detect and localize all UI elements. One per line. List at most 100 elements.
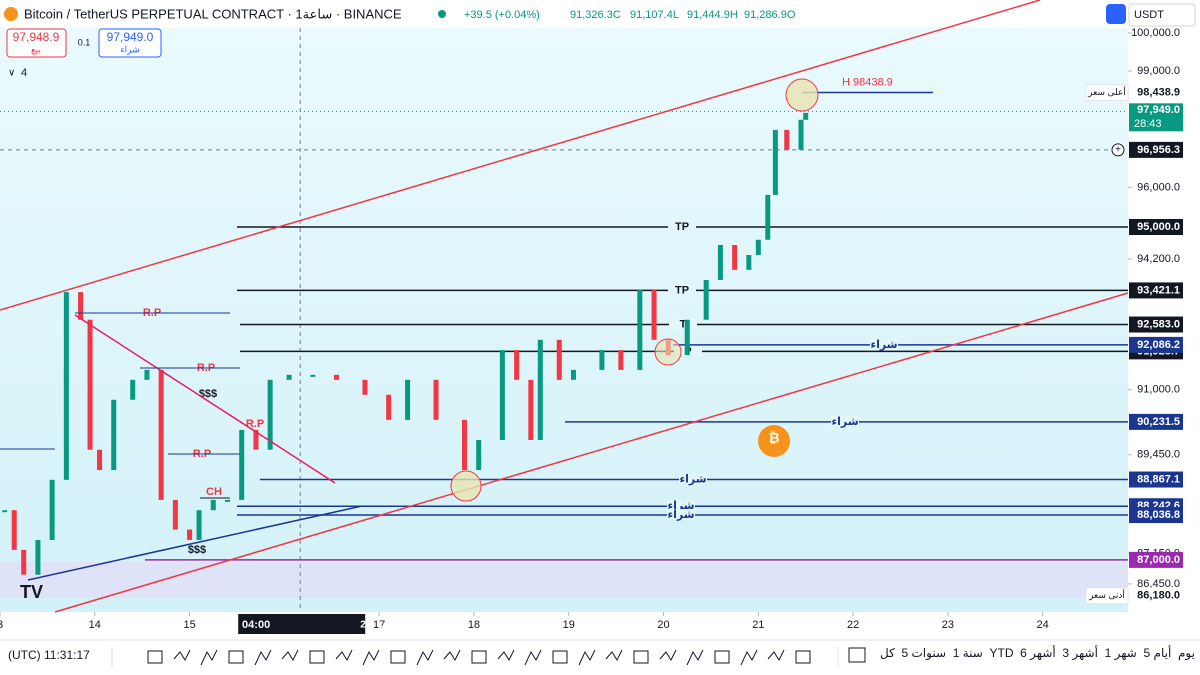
level-tag: شراء [870, 339, 897, 351]
price-label: 98,438.9 [1137, 86, 1180, 98]
tool-icon[interactable] [552, 650, 568, 664]
tool-icon[interactable] [281, 649, 299, 662]
tool-icon[interactable] [228, 650, 244, 664]
candle [111, 399, 117, 471]
tool-icon[interactable] [200, 649, 218, 666]
level-tag: شراء [667, 509, 694, 521]
price-label-bg [1129, 316, 1183, 333]
range-button[interactable]: 3 أشهر [1062, 646, 1098, 660]
channel-upper [0, 0, 1041, 311]
candle [286, 374, 292, 380]
price-label: 92,086.2 [1137, 339, 1180, 351]
tool-icon[interactable] [686, 649, 704, 666]
price-label-bg [1129, 219, 1183, 236]
price-label-bg [1129, 587, 1183, 604]
candle [717, 244, 723, 280]
range-button[interactable]: YTD [989, 646, 1014, 660]
change: +39.5 (+0.04%) [464, 9, 540, 21]
candle [158, 369, 164, 500]
candle [334, 374, 340, 380]
x-tick-label: 24 [1037, 619, 1049, 631]
add-button [1111, 143, 1125, 157]
candle [765, 194, 771, 240]
x-tick-label: 15 [183, 619, 195, 631]
candle [267, 379, 273, 450]
tool-icon[interactable] [471, 650, 487, 664]
countdown: 28:43 [1134, 118, 1162, 130]
range-button[interactable]: 1 شهر [1104, 646, 1137, 660]
indicator-count[interactable]: 4 [21, 67, 27, 79]
tool-icon[interactable] [173, 649, 191, 662]
price-label-bg [1129, 336, 1183, 353]
y-tick-label: 96,000.0 [1137, 181, 1180, 193]
buy-label[interactable]: شراء [120, 44, 139, 54]
tool-icon[interactable] [659, 649, 677, 662]
price-label-bg [1129, 84, 1183, 101]
price-label-bg [1129, 471, 1183, 488]
highlight-circle [450, 470, 482, 502]
tool-icon[interactable] [524, 649, 542, 666]
sell-label[interactable]: بيع [31, 44, 41, 54]
tool-icon[interactable] [416, 649, 434, 666]
sell-button[interactable] [6, 28, 67, 58]
tool-icon[interactable] [362, 649, 380, 666]
highlight-circle [654, 338, 682, 366]
trend-line [74, 314, 336, 484]
chevron[interactable]: ∨ [8, 68, 15, 79]
price-label: 88,867.1 [1137, 473, 1180, 485]
candle [172, 499, 178, 530]
candle [144, 369, 150, 380]
currency[interactable]: USDT [1134, 9, 1164, 21]
tool-icon[interactable] [767, 649, 785, 662]
buy-button[interactable] [98, 28, 162, 58]
annotation: CH [206, 486, 222, 498]
candle [224, 499, 230, 502]
tool-icon[interactable] [578, 649, 596, 666]
time-label-bg [238, 614, 366, 634]
range-button[interactable]: يوم [1177, 646, 1195, 660]
range-button[interactable]: 6 أشهر [1020, 646, 1056, 660]
bitcoin-icon: ₿ [768, 430, 779, 446]
candle [637, 290, 643, 370]
calendar-icon[interactable] [848, 647, 866, 663]
price-label-bg [1129, 103, 1183, 132]
level-tag-bg [669, 318, 697, 330]
tool-icon[interactable] [147, 650, 163, 664]
tv-logo: TV [20, 582, 43, 602]
tool-icon[interactable] [335, 649, 353, 662]
price-label: 97,949.0 [1137, 104, 1180, 116]
candle [599, 350, 605, 370]
currency-box[interactable] [1128, 3, 1196, 27]
range-button[interactable]: 5 سنوات [901, 646, 947, 660]
candle [405, 379, 411, 420]
tool-icon[interactable] [740, 649, 758, 666]
currency-icon[interactable] [1106, 4, 1126, 24]
y-tick-label: 91,000.0 [1137, 384, 1180, 396]
buy-price[interactable]: 97,949.0 [107, 30, 154, 44]
ohlc: 91,286.9O [744, 9, 796, 21]
range-button[interactable]: كل [880, 646, 895, 660]
range-button[interactable]: 5 أيام [1143, 646, 1172, 660]
level-tag-bg [679, 473, 707, 485]
tool-icon[interactable] [390, 650, 406, 664]
tool-icon[interactable] [714, 650, 730, 664]
tool-icon[interactable] [795, 650, 811, 664]
annotation: R.P [246, 418, 264, 430]
tool-icon[interactable] [633, 650, 649, 664]
tool-icon[interactable] [605, 649, 623, 662]
y-tick-label: 89,450.0 [1137, 449, 1180, 461]
tool-icon[interactable] [309, 650, 325, 664]
tool-icon[interactable] [254, 649, 272, 666]
tool-icon[interactable] [497, 649, 515, 662]
price-label: 86,180.0 [1137, 590, 1180, 602]
range-button[interactable]: 1 سنة [952, 646, 983, 660]
price-label-bg [1129, 282, 1183, 299]
candle [703, 279, 709, 320]
tool-icon[interactable] [443, 649, 461, 662]
price-label: 95,000.0 [1137, 221, 1180, 233]
price-label: 93,421.1 [1137, 284, 1180, 296]
sell-price[interactable]: 97,948.9 [13, 30, 60, 44]
price-label: 87,000.0 [1137, 554, 1180, 566]
